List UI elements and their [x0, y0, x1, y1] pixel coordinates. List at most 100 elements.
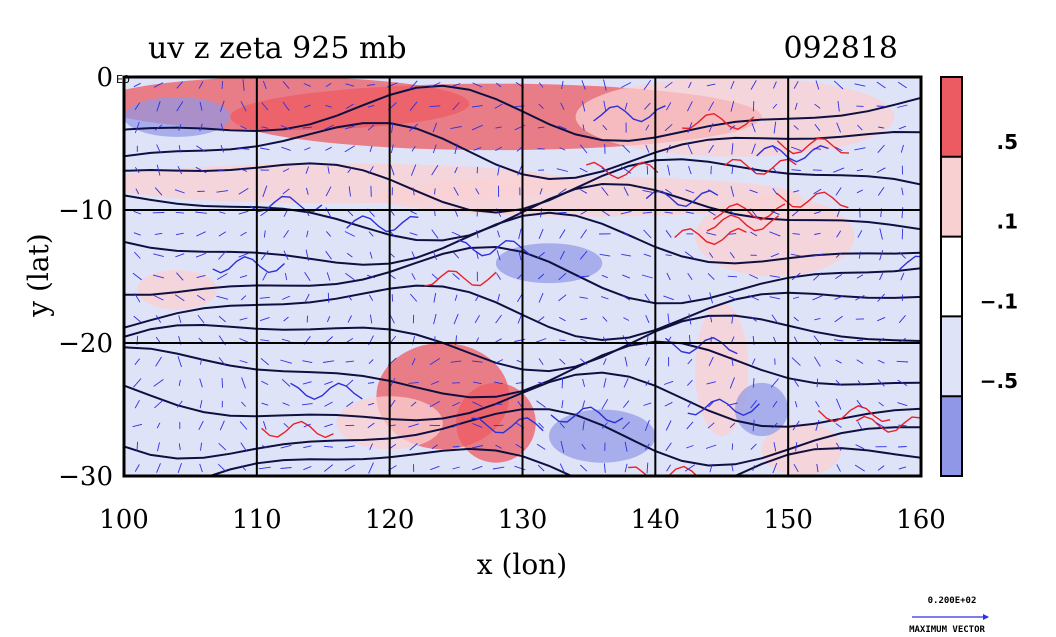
vorticity-contour: [776, 137, 850, 155]
wind-vector: [367, 84, 376, 86]
wind-vector: [771, 145, 778, 153]
vector-legend-value: 0.200E+02: [928, 596, 977, 606]
x-tick-label: 150: [763, 505, 813, 535]
wind-vector: [410, 164, 417, 176]
wind-vector: [262, 421, 267, 430]
wind-vector: [876, 422, 887, 429]
wind-vector: [643, 80, 652, 90]
wind-vector: [791, 272, 801, 281]
wind-vector: [344, 464, 356, 472]
vorticity-contour: [290, 382, 363, 400]
wind-vector: [900, 144, 904, 153]
wind-vector: [793, 125, 799, 130]
wind-vector: [539, 188, 543, 195]
wind-vector: [367, 382, 375, 384]
wind-vector: [686, 101, 693, 112]
wind-vector: [624, 463, 628, 473]
vorticity-contour: [261, 420, 334, 439]
wind-vector: [751, 122, 756, 133]
colorbar-segment: [941, 236, 962, 317]
wind-vector: [261, 126, 269, 129]
wind-vector: [538, 292, 544, 303]
chart-title-left: uv z zeta 925 mb: [148, 31, 407, 66]
wind-vector: [663, 295, 674, 301]
wind-vector: [476, 229, 479, 239]
wind-vector: [814, 317, 821, 321]
wind-vector: [792, 420, 800, 431]
wind-vector: [729, 422, 736, 429]
wind-vector: [493, 424, 504, 427]
wind-vector: [304, 271, 311, 282]
wind-vector: [429, 358, 441, 366]
wind-vector: [134, 167, 140, 174]
wind-vector: [219, 211, 226, 214]
wind-vector: [453, 313, 459, 325]
wind-vector: [302, 360, 313, 364]
wind-vector: [815, 401, 820, 408]
wind-vector: [814, 232, 821, 235]
wind-vector: [664, 401, 673, 407]
wind-vector: [582, 420, 585, 431]
colorbar: .5 .1 −.1 −.5: [940, 76, 1018, 477]
wind-vector: [259, 296, 270, 299]
wind-vector: [303, 465, 312, 471]
wind-vector: [517, 273, 523, 280]
wind-vector: [560, 102, 565, 110]
x-tick-label: 120: [365, 505, 415, 535]
wind-vector: [879, 249, 884, 261]
wind-vector: [705, 444, 717, 449]
wind-vector: [877, 293, 886, 302]
wind-vector: [603, 378, 607, 388]
wind-vector: [684, 251, 695, 260]
vorticity-fill-layer: [124, 77, 895, 476]
wind-vector: [200, 358, 203, 365]
wind-vector: [472, 82, 483, 88]
wind-vector: [877, 187, 885, 196]
wind-vector: [157, 442, 160, 452]
wind-vector: [794, 401, 798, 408]
wind-vector: [473, 381, 482, 385]
colorbar-segment: [941, 396, 962, 476]
wind-vector: [433, 292, 437, 303]
plot-area: [124, 77, 921, 476]
wind-vector: [217, 463, 227, 473]
wind-vector: [410, 401, 417, 407]
wind-vector: [686, 421, 694, 430]
colorbar-frame: [940, 76, 963, 477]
wind-vector: [579, 464, 588, 472]
wind-vector: [795, 442, 798, 452]
wind-vector: [581, 101, 586, 112]
wind-vector: [411, 358, 416, 366]
wind-vector: [582, 124, 585, 131]
wind-vector: [705, 232, 717, 236]
wind-vector: [346, 252, 353, 258]
vector-legend: 0.200E+02 MAXIMUM VECTOR: [909, 596, 989, 635]
wind-vector: [728, 295, 737, 300]
vorticity-negative-region: [735, 382, 789, 437]
wind-vector: [302, 126, 313, 129]
wind-vector: [898, 315, 906, 324]
wind-vector: [134, 121, 140, 134]
wind-vector: [262, 272, 268, 281]
wind-vector: [283, 422, 289, 428]
wind-vector: [666, 272, 671, 281]
wind-vector: [199, 101, 203, 111]
wind-vector: [834, 146, 843, 152]
wind-vector: [813, 272, 822, 281]
wind-vector: [621, 82, 632, 88]
wind-vector: [239, 317, 248, 321]
wind-vector: [325, 82, 332, 88]
plot-frame: [122, 75, 923, 478]
x-axis-ticks: 100 110 120 130 140 150 160: [99, 505, 946, 535]
wind-vector: [262, 80, 267, 90]
wind-vector: [707, 422, 715, 429]
wind-vector: [644, 419, 650, 432]
wind-vector: [707, 273, 715, 280]
vorticity-positive-region: [376, 176, 802, 217]
wind-vector: [582, 400, 586, 409]
vorticity-contour: [585, 161, 659, 180]
wind-vector: [303, 445, 312, 449]
wind-vector: [303, 83, 311, 87]
wind-vector: [816, 463, 819, 473]
wind-vector: [153, 253, 164, 258]
